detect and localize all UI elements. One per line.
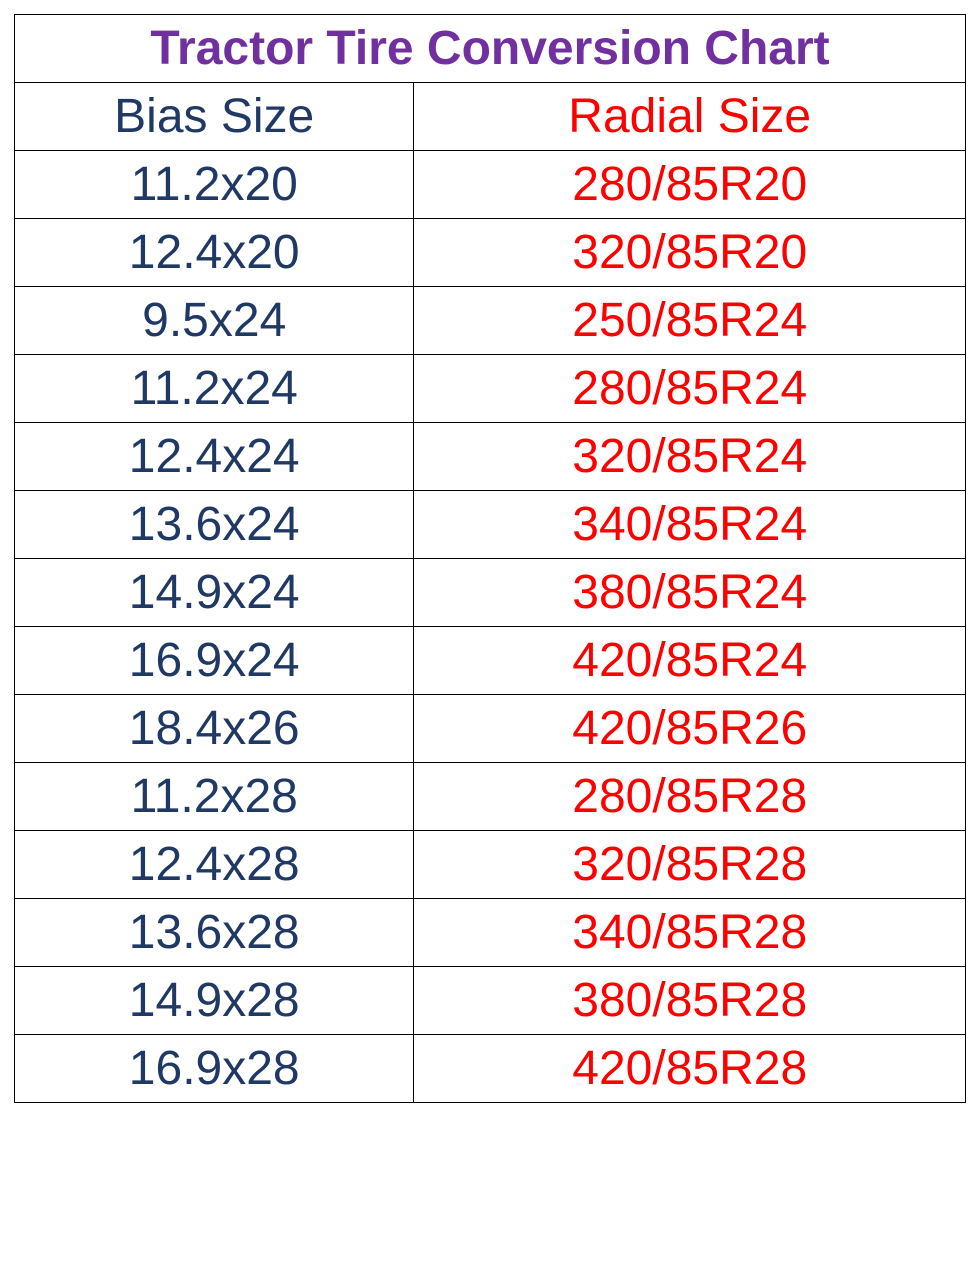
bias-size-cell: 11.2x20	[15, 151, 414, 219]
radial-size-cell: 380/85R24	[414, 559, 966, 627]
table-row: 11.2x28280/85R28	[15, 763, 966, 831]
table-title: Tractor Tire Conversion Chart	[15, 15, 966, 83]
bias-size-cell: 12.4x24	[15, 423, 414, 491]
conversion-table: Tractor Tire Conversion Chart Bias Size …	[14, 14, 966, 1103]
column-header-radial: Radial Size	[414, 83, 966, 151]
radial-size-cell: 340/85R28	[414, 899, 966, 967]
table-row: 14.9x28380/85R28	[15, 967, 966, 1035]
radial-size-cell: 280/85R24	[414, 355, 966, 423]
bias-size-cell: 16.9x24	[15, 627, 414, 695]
radial-size-cell: 280/85R20	[414, 151, 966, 219]
table-row: 16.9x24420/85R24	[15, 627, 966, 695]
bias-size-cell: 18.4x26	[15, 695, 414, 763]
table-row: 12.4x28320/85R28	[15, 831, 966, 899]
table-body: 11.2x20280/85R2012.4x20320/85R209.5x2425…	[15, 151, 966, 1103]
table-header-row: Bias Size Radial Size	[15, 83, 966, 151]
radial-size-cell: 320/85R20	[414, 219, 966, 287]
radial-size-cell: 250/85R24	[414, 287, 966, 355]
bias-size-cell: 14.9x28	[15, 967, 414, 1035]
bias-size-cell: 13.6x28	[15, 899, 414, 967]
table-row: 11.2x20280/85R20	[15, 151, 966, 219]
table-row: 14.9x24380/85R24	[15, 559, 966, 627]
bias-size-cell: 13.6x24	[15, 491, 414, 559]
bias-size-cell: 14.9x24	[15, 559, 414, 627]
radial-size-cell: 320/85R24	[414, 423, 966, 491]
bias-size-cell: 11.2x24	[15, 355, 414, 423]
radial-size-cell: 420/85R28	[414, 1035, 966, 1103]
bias-size-cell: 12.4x28	[15, 831, 414, 899]
radial-size-cell: 280/85R28	[414, 763, 966, 831]
radial-size-cell: 340/85R24	[414, 491, 966, 559]
table-row: 9.5x24250/85R24	[15, 287, 966, 355]
column-header-bias: Bias Size	[15, 83, 414, 151]
table-row: 12.4x24320/85R24	[15, 423, 966, 491]
table-row: 13.6x24340/85R24	[15, 491, 966, 559]
table-row: 12.4x20320/85R20	[15, 219, 966, 287]
table-row: 11.2x24280/85R24	[15, 355, 966, 423]
radial-size-cell: 320/85R28	[414, 831, 966, 899]
bias-size-cell: 9.5x24	[15, 287, 414, 355]
radial-size-cell: 380/85R28	[414, 967, 966, 1035]
table-row: 13.6x28340/85R28	[15, 899, 966, 967]
bias-size-cell: 11.2x28	[15, 763, 414, 831]
bias-size-cell: 12.4x20	[15, 219, 414, 287]
radial-size-cell: 420/85R24	[414, 627, 966, 695]
bias-size-cell: 16.9x28	[15, 1035, 414, 1103]
radial-size-cell: 420/85R26	[414, 695, 966, 763]
table-row: 16.9x28420/85R28	[15, 1035, 966, 1103]
chart-container: Tractor Tire Conversion Chart Bias Size …	[0, 0, 980, 1103]
table-row: 18.4x26420/85R26	[15, 695, 966, 763]
